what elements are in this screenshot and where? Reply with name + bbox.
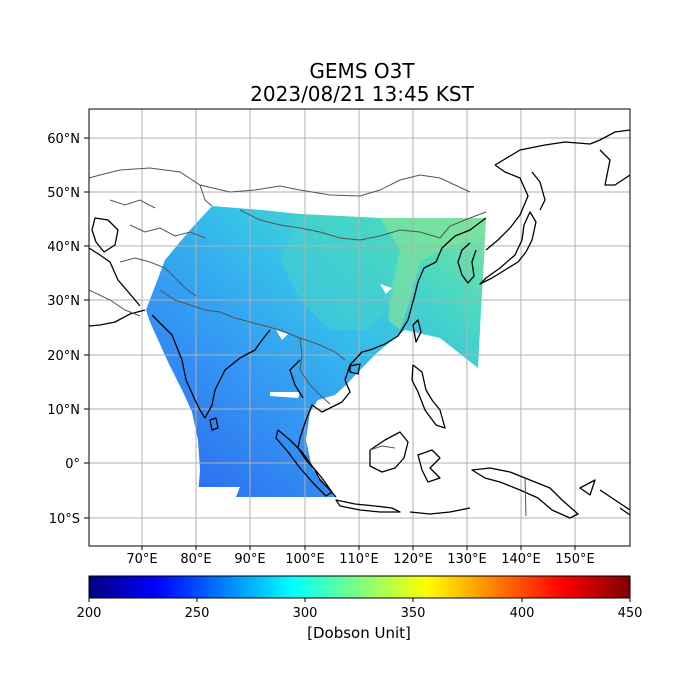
lat-tick-50n: 50°N	[47, 186, 80, 201]
colorbar-tick-450: 450	[618, 606, 643, 621]
colorbar-tick-300: 300	[293, 606, 318, 621]
lon-tick-90e: 90°E	[234, 552, 265, 567]
colorbar-tick-marks	[88, 598, 631, 602]
lon-tick-130e: 130°E	[447, 552, 487, 567]
colorbar-tick-200: 200	[77, 606, 102, 621]
lon-tick-150e: 150°E	[555, 552, 595, 567]
lon-tick-140e: 140°E	[501, 552, 541, 567]
lat-tick-60n: 60°N	[47, 132, 80, 147]
colorbar-label: [Dobson Unit]	[307, 624, 411, 642]
ozone-mid-band	[280, 214, 400, 330]
map-plot-area	[89, 109, 630, 546]
lat-tick-marks	[84, 137, 89, 519]
map-gridlines	[89, 109, 630, 546]
lon-tick-80e: 80°E	[180, 552, 211, 567]
lat-tick-labels: 60°N 50°N 40°N 30°N 20°N 10°N 0° 10°S	[47, 132, 80, 527]
colorbar-tick-250: 250	[185, 606, 210, 621]
lat-tick-0: 0°	[65, 457, 80, 472]
lat-tick-20n: 20°N	[47, 349, 80, 364]
lat-tick-40n: 40°N	[47, 240, 80, 255]
colorbar-tick-labels: 200 250 300 350 400 450	[77, 606, 643, 621]
lon-tick-120e: 120°E	[393, 552, 433, 567]
map-subtitle-datetime: 2023/08/21 13:45 KST	[250, 82, 474, 106]
lon-tick-labels: 70°E 80°E 90°E 100°E 110°E 120°E 130°E 1…	[126, 552, 594, 567]
colorbar-tick-350: 350	[401, 606, 426, 621]
colorbar-tick-400: 400	[510, 606, 535, 621]
coastlines	[89, 129, 630, 519]
country-borders	[89, 167, 527, 517]
lat-tick-10n: 10°N	[47, 403, 80, 418]
lat-tick-10s: 10°S	[49, 512, 80, 527]
lon-tick-100e: 100°E	[285, 552, 325, 567]
lon-tick-marks	[141, 546, 576, 550]
map-title: GEMS O3T	[309, 59, 415, 83]
lon-tick-70e: 70°E	[126, 552, 157, 567]
colorbar	[88, 575, 631, 599]
lat-tick-30n: 30°N	[47, 294, 80, 309]
lon-tick-110e: 110°E	[339, 552, 379, 567]
